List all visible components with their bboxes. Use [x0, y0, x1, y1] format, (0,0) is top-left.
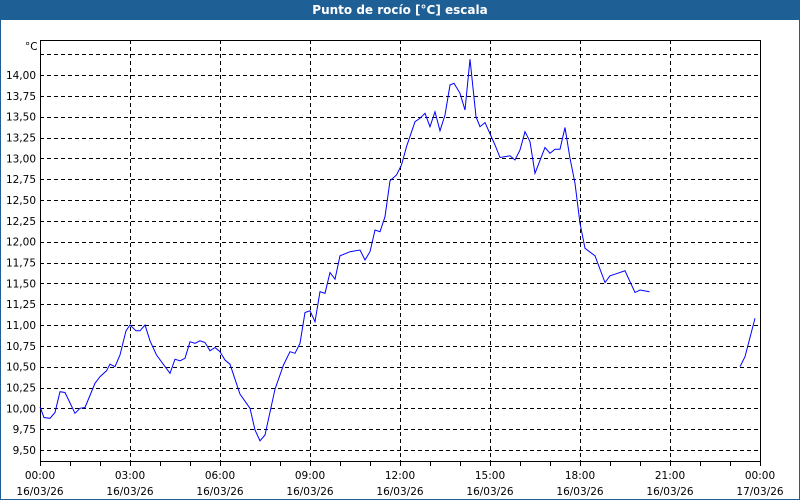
y-tick-label: 10,25	[6, 383, 36, 395]
x-tick-date: 16/03/26	[106, 486, 153, 498]
y-tick-label: 10,50	[6, 362, 36, 374]
window-title: Punto de rocío [°C] escala	[1, 0, 799, 20]
y-tick-label: 12,50	[6, 195, 36, 207]
y-tick-label: 11,00	[6, 320, 36, 332]
x-tick-date: 16/03/26	[286, 486, 333, 498]
x-tick-time: 06:00	[205, 470, 235, 482]
x-tick-date: 16/03/26	[196, 486, 243, 498]
y-tick-label: 14,00	[6, 70, 36, 82]
axes	[40, 40, 761, 466]
x-tick-time: 12:00	[385, 470, 415, 482]
x-tick-time: 09:00	[295, 470, 325, 482]
x-tick-time: 18:00	[565, 470, 595, 482]
y-tick-label: 11,75	[6, 258, 36, 270]
x-tick-time: 00:00	[745, 470, 775, 482]
y-tick-label: 11,50	[6, 278, 36, 290]
y-tick-label: 10,00	[6, 403, 36, 415]
y-tick-label: 12,25	[6, 216, 36, 228]
x-tick-time: 03:00	[115, 470, 145, 482]
x-tick-time: 15:00	[475, 470, 505, 482]
x-tick-date: 16/03/26	[16, 486, 63, 498]
y-tick-label: 13,00	[6, 153, 36, 165]
x-tick-date: 16/03/26	[556, 486, 603, 498]
y-tick-label: 13,75	[6, 91, 36, 103]
x-tick-labels: 00:00 16/03/26 03:00 16/03/26 06:00 16/03/26 0…	[16, 470, 783, 498]
x-tick-time: 21:00	[655, 470, 685, 482]
y-tick-label: 11,25	[6, 299, 36, 311]
y-tick-labels: 9,50 9,75 10,00 10,25 10,50 10,75 11,00 11,25 11…	[6, 70, 36, 457]
y-tick-label: 12,75	[6, 174, 36, 186]
x-tick-time: 00:00	[25, 470, 55, 482]
x-tick-date: 16/03/26	[466, 486, 513, 498]
x-tick-date: 16/03/26	[646, 486, 693, 498]
y-axis-unit-label: °C	[25, 41, 38, 53]
x-tick-date: 16/03/26	[376, 486, 423, 498]
x-tick-date: 17/03/26	[736, 486, 783, 498]
series	[39, 59, 756, 442]
y-tick-label: 9,50	[13, 445, 36, 457]
dew-point-line	[39, 59, 650, 442]
dew-point-line	[739, 318, 756, 367]
y-tick-label: 13,25	[6, 133, 36, 145]
y-tick-label: 10,75	[6, 341, 36, 353]
grid	[40, 40, 760, 461]
y-tick-label: 9,75	[13, 424, 36, 436]
y-tick-label: 12,00	[6, 237, 36, 249]
y-tick-label: 13,50	[6, 112, 36, 124]
